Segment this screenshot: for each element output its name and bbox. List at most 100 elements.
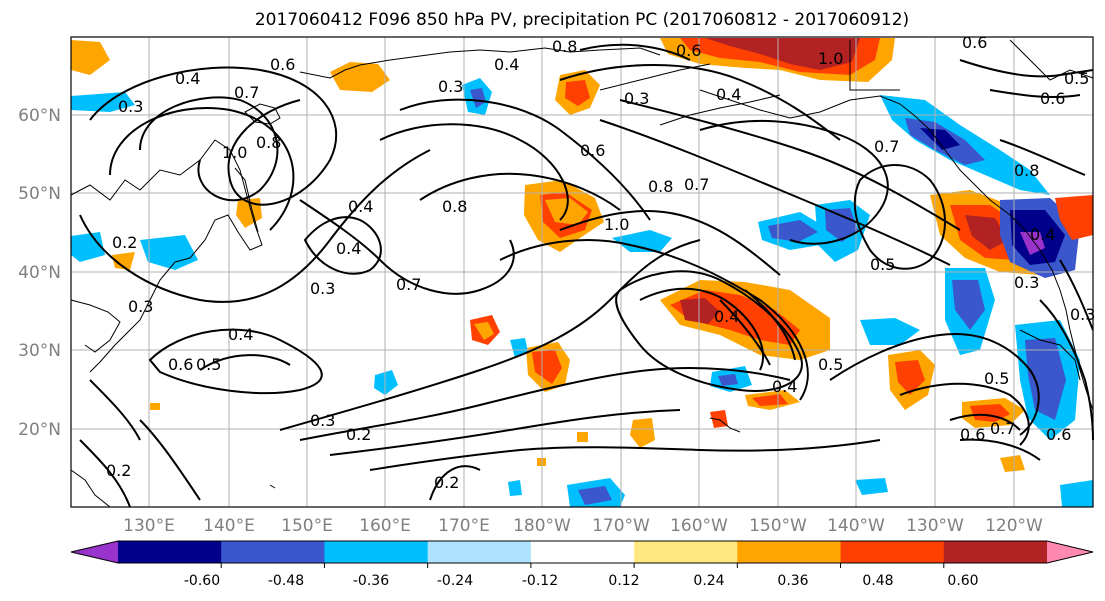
- lat-label: 50°N: [18, 184, 61, 204]
- contour-label: 0.5: [984, 369, 1009, 388]
- contour-label: 0.6: [960, 425, 985, 444]
- contour-label: 0.7: [990, 419, 1015, 438]
- colorbar-cell: [943, 541, 1048, 563]
- coastlines: [70, 39, 1094, 508]
- contour-label: 0.4: [1030, 225, 1055, 244]
- contour-label: 0.8: [648, 177, 673, 196]
- map-panel: 0.4 0.6 0.7 1.0 0.8 0.3 0.4 0.8 0.6 1.0 …: [70, 33, 1095, 508]
- contour-label: 0.3: [128, 297, 153, 316]
- colorbar-tick-label: 0.12: [608, 573, 639, 589]
- precip-anomaly-west-pacific: [71, 198, 728, 507]
- pv-contours: [79, 43, 1094, 508]
- contour-label: 0.4: [175, 69, 200, 88]
- lat-label: 60°N: [18, 106, 61, 126]
- contour-label: 1.0: [222, 143, 247, 162]
- colorbar-tick-label: -0.12: [522, 573, 558, 589]
- lat-label: 40°N: [18, 263, 61, 283]
- contour-label: 1.0: [818, 49, 843, 68]
- colorbar-cell: [118, 541, 222, 563]
- contour-label: 0.2: [434, 473, 459, 492]
- contour-label: 0.3: [310, 279, 335, 298]
- colorbar-cell: [324, 541, 429, 563]
- contour-label: 0.7: [234, 83, 259, 102]
- colorbar-cell: [530, 541, 635, 563]
- lat-label: 20°N: [18, 420, 61, 440]
- contour-label: 0.3: [1014, 273, 1039, 292]
- colorbar-tick-label: 0.48: [862, 573, 893, 589]
- contour-label: 0.6: [962, 33, 987, 52]
- contour-label: 0.7: [396, 275, 421, 294]
- contour-label: 0.4: [228, 325, 253, 344]
- contour-label: 0.6: [580, 141, 605, 160]
- contour-label: 0.8: [256, 133, 281, 152]
- contour-label: 0.4: [716, 85, 741, 104]
- lon-label: 130°E: [123, 516, 175, 536]
- contour-label: 0.6: [270, 55, 295, 74]
- contour-label: 0.6: [168, 355, 193, 374]
- contour-label: 0.8: [1014, 161, 1039, 180]
- colorbar-tick-label: -0.24: [437, 573, 473, 589]
- contour-label: 0.4: [714, 307, 739, 326]
- contour-label: 1.0: [604, 215, 629, 234]
- colorbar-ticks: -0.60 -0.48 -0.36 -0.24 -0.12 0.12 0.24 …: [184, 573, 979, 589]
- contour-label: 0.4: [348, 197, 373, 216]
- contour-label: 0.5: [870, 255, 895, 274]
- colorbar-tick-label: -0.36: [353, 573, 389, 589]
- contour-label: 0.3: [438, 77, 463, 96]
- colorbar: -0.60 -0.48 -0.36 -0.24 -0.12 0.12 0.24 …: [70, 540, 1094, 589]
- pv-contour-labels: 0.4 0.6 0.7 1.0 0.8 0.3 0.4 0.8 0.6 1.0 …: [106, 33, 1095, 492]
- colorbar-tick-label: 0.36: [777, 573, 808, 589]
- lon-label: 180°W: [513, 516, 571, 536]
- lon-label: 170°W: [592, 516, 650, 536]
- lon-label: 150°W: [749, 516, 807, 536]
- precip-anomaly-kamchatka-north: [330, 62, 600, 115]
- precip-anomaly-east-cluster: [758, 95, 1093, 507]
- contour-label: 0.6: [1046, 425, 1071, 444]
- lon-label: 160°E: [359, 516, 411, 536]
- contour-label: 0.3: [118, 97, 143, 116]
- map-frame: [70, 36, 1094, 508]
- contour-label: 0.5: [818, 355, 843, 374]
- colorbar-tick-label: -0.48: [268, 573, 304, 589]
- contour-label: 0.4: [494, 55, 519, 74]
- lon-label: 140°W: [827, 516, 885, 536]
- colorbar-extend-high: [1047, 541, 1093, 563]
- colorbar-cells: [70, 540, 1094, 568]
- colorbar-tick-label: 0.60: [947, 573, 978, 589]
- contour-label: 0.8: [552, 37, 577, 56]
- longitude-labels: 130°E 140°E 150°E 160°E 170°E 180°W 170°…: [123, 516, 1043, 536]
- lon-label: 130°W: [906, 516, 964, 536]
- contour-label: 0.4: [772, 377, 797, 396]
- colorbar-outline: [70, 540, 1094, 564]
- colorbar-cell: [634, 541, 738, 563]
- contour-label: 0.3: [310, 411, 335, 430]
- contour-label: 0.2: [346, 425, 371, 444]
- contour-label: 0.3: [1070, 305, 1095, 324]
- contour-label: 0.2: [112, 233, 137, 252]
- colorbar-cell: [427, 541, 532, 563]
- contour-label: 0.4: [336, 239, 361, 258]
- figure-title: 2017060412 F096 850 hPa PV, precipitatio…: [255, 10, 909, 30]
- lon-label: 120°W: [985, 516, 1043, 536]
- contour-label: 0.5: [1064, 69, 1089, 88]
- lon-label: 150°E: [281, 516, 333, 536]
- contour-label: 0.2: [106, 461, 131, 480]
- colorbar-extend-low: [71, 541, 118, 563]
- contour-label: 0.7: [874, 137, 899, 156]
- latitude-labels: 60°N 50°N 40°N 30°N 20°N: [18, 106, 61, 440]
- colorbar-cell: [221, 541, 325, 563]
- lon-label: 170°E: [438, 516, 490, 536]
- colorbar-cell: [737, 541, 842, 563]
- lon-label: 140°E: [203, 516, 255, 536]
- colorbar-tick-label: -0.60: [184, 573, 220, 589]
- precip-anomaly-west-edge: [71, 40, 492, 115]
- contour-label: 0.7: [684, 175, 709, 194]
- contour-label: 0.3: [624, 89, 649, 108]
- lat-label: 30°N: [18, 341, 61, 361]
- contour-label: 0.6: [676, 41, 701, 60]
- contour-label: 0.6: [1040, 89, 1065, 108]
- colorbar-tick-label: 0.24: [693, 573, 724, 589]
- lon-label: 160°W: [670, 516, 728, 536]
- contour-label: 0.5: [196, 355, 221, 374]
